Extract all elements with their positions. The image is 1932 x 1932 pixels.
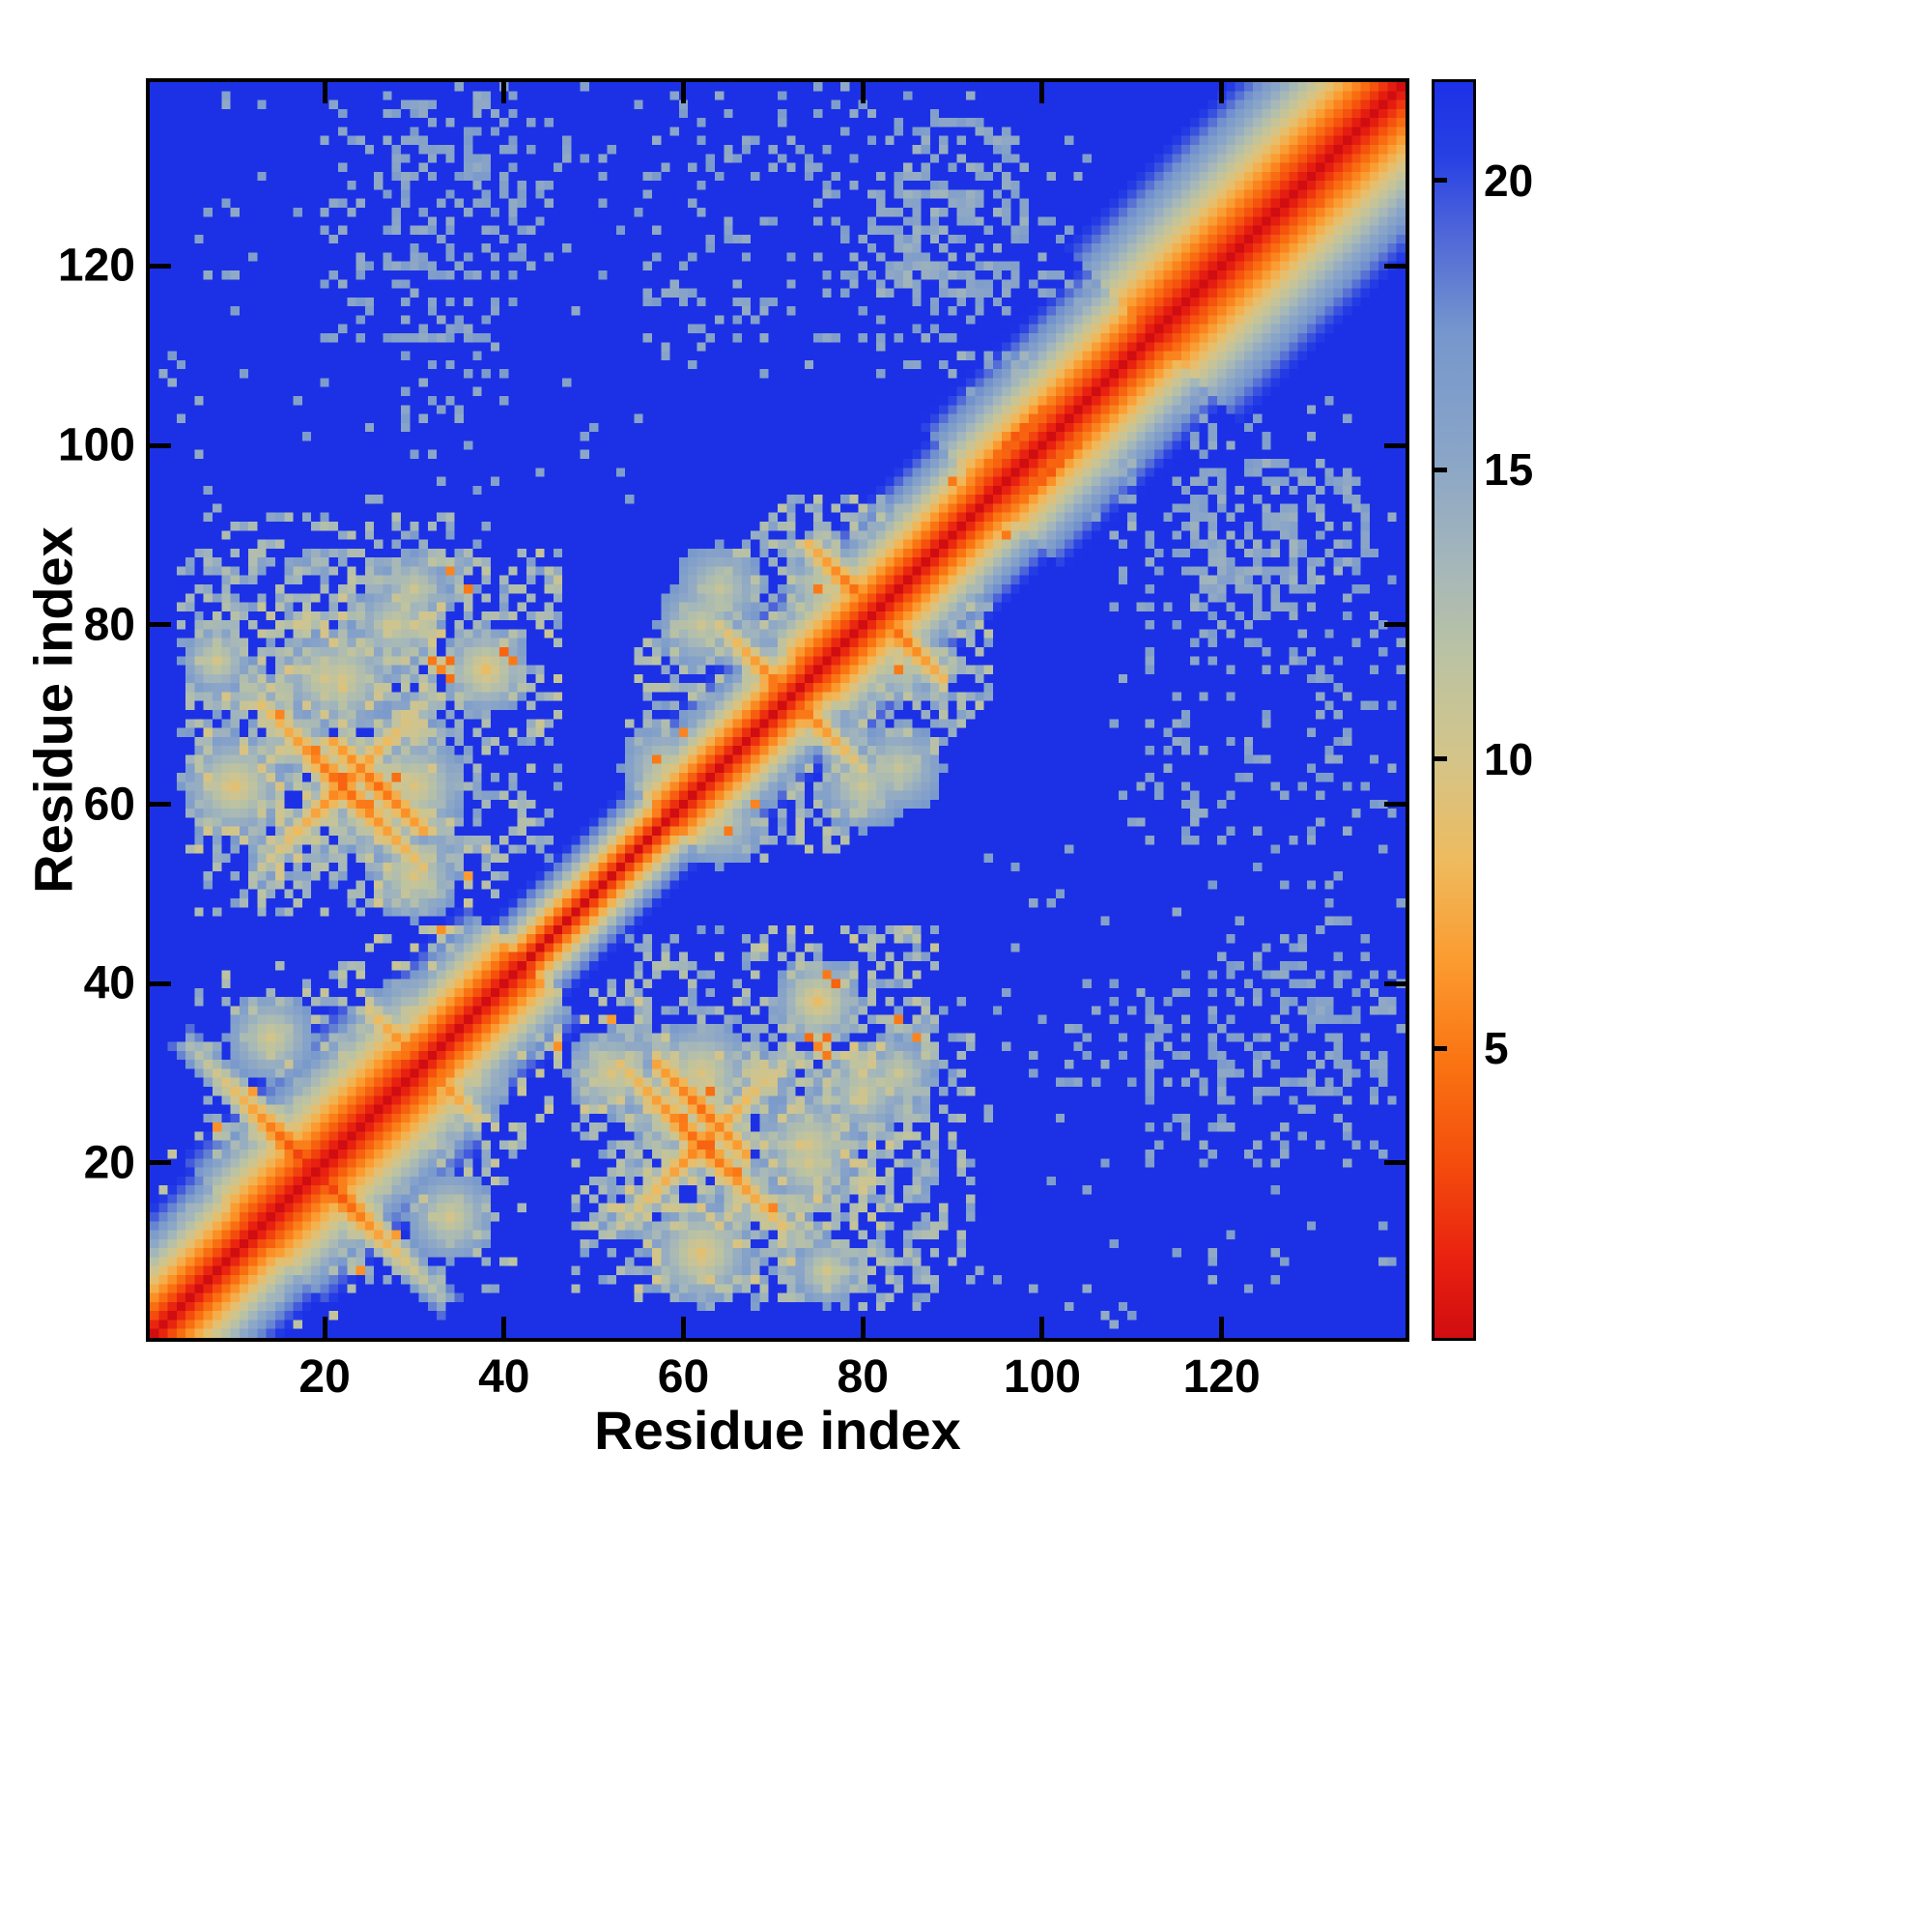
x-tick-mark xyxy=(860,82,866,103)
colorbar-tick-label: 10 xyxy=(1484,733,1534,784)
colorbar-tick-mark xyxy=(1432,1045,1447,1051)
y-tick-label: 100 xyxy=(57,419,135,471)
y-tick-mark xyxy=(1384,442,1406,448)
colorbar-tick-label: 5 xyxy=(1484,1023,1509,1074)
x-tick-mark xyxy=(1039,82,1045,103)
y-tick-label: 20 xyxy=(83,1137,135,1189)
heatmap-canvas xyxy=(150,82,1406,1338)
colorbar-tick-mark xyxy=(1432,756,1447,762)
y-tick-mark xyxy=(150,802,171,807)
x-tick-mark xyxy=(322,82,327,103)
y-tick-label: 40 xyxy=(83,957,135,1009)
y-tick-mark xyxy=(1384,622,1406,628)
x-tick-mark xyxy=(501,1317,507,1338)
x-tick-mark xyxy=(501,82,507,103)
y-tick-mark xyxy=(1384,263,1406,269)
y-tick-mark xyxy=(150,980,171,986)
x-tick-mark xyxy=(1219,82,1225,103)
y-tick-mark xyxy=(150,442,171,448)
colorbar-tick-label: 20 xyxy=(1484,155,1534,206)
y-tick-mark xyxy=(150,263,171,269)
colorbar-tick-label: 15 xyxy=(1484,444,1534,496)
x-tick-mark xyxy=(322,1317,327,1338)
x-tick-mark xyxy=(681,1317,686,1338)
x-tick-label: 100 xyxy=(1003,1351,1081,1403)
colorbar xyxy=(1432,79,1476,1341)
x-tick-label: 80 xyxy=(837,1351,889,1403)
x-tick-mark xyxy=(681,82,686,103)
x-tick-label: 40 xyxy=(478,1351,530,1403)
colorbar-tick-mark xyxy=(1432,467,1447,472)
y-tick-mark xyxy=(1384,1160,1406,1166)
y-tick-label: 80 xyxy=(83,599,135,651)
x-tick-mark xyxy=(1219,1317,1225,1338)
y-tick-mark xyxy=(150,622,171,628)
y-tick-label: 60 xyxy=(83,779,135,830)
x-tick-label: 60 xyxy=(657,1351,710,1403)
x-axis-title: Residue index xyxy=(594,1400,961,1461)
y-tick-mark xyxy=(150,1160,171,1166)
x-tick-mark xyxy=(1039,1317,1045,1338)
y-tick-mark xyxy=(1384,802,1406,807)
x-tick-label: 120 xyxy=(1182,1351,1261,1403)
y-tick-mark xyxy=(1384,980,1406,986)
y-axis-title: Residue index xyxy=(22,526,84,894)
colorbar-tick-mark xyxy=(1432,178,1447,184)
y-tick-label: 120 xyxy=(57,240,135,292)
x-tick-label: 20 xyxy=(298,1351,351,1403)
x-tick-mark xyxy=(860,1317,866,1338)
